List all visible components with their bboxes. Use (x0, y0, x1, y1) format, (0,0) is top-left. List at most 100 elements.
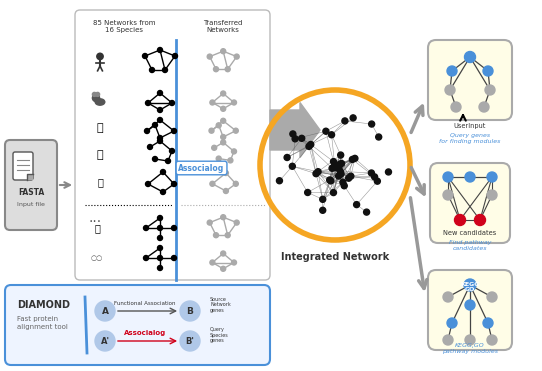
Text: 🍎: 🍎 (96, 123, 104, 133)
Circle shape (221, 135, 225, 139)
Circle shape (443, 190, 453, 200)
Circle shape (221, 215, 225, 220)
Circle shape (212, 145, 217, 150)
Circle shape (160, 170, 165, 174)
Circle shape (209, 128, 214, 133)
Text: A': A' (100, 336, 109, 345)
Circle shape (451, 102, 461, 112)
Circle shape (221, 140, 225, 145)
Circle shape (369, 121, 375, 127)
Circle shape (158, 266, 163, 270)
Circle shape (158, 47, 163, 53)
Circle shape (276, 178, 282, 184)
Circle shape (340, 179, 346, 185)
Text: Associalog: Associalog (178, 164, 224, 173)
Circle shape (221, 118, 225, 123)
Circle shape (337, 161, 343, 167)
Circle shape (95, 301, 115, 321)
Circle shape (337, 168, 343, 174)
Circle shape (483, 318, 493, 328)
Circle shape (180, 301, 200, 321)
Circle shape (375, 178, 380, 184)
Circle shape (221, 91, 225, 96)
Circle shape (299, 135, 305, 141)
Circle shape (147, 144, 152, 150)
Text: B: B (186, 306, 193, 315)
Circle shape (328, 178, 334, 184)
Circle shape (225, 233, 230, 238)
Circle shape (163, 68, 167, 72)
Circle shape (455, 214, 466, 226)
Circle shape (210, 181, 215, 186)
Circle shape (487, 292, 497, 302)
Circle shape (158, 135, 163, 141)
Circle shape (315, 169, 321, 175)
Circle shape (214, 67, 218, 72)
Circle shape (465, 300, 475, 310)
Circle shape (346, 175, 352, 181)
Circle shape (369, 170, 375, 176)
Circle shape (92, 94, 100, 102)
FancyBboxPatch shape (5, 140, 57, 230)
Circle shape (487, 335, 497, 345)
Circle shape (445, 85, 455, 95)
Ellipse shape (95, 99, 105, 105)
Text: 💊: 💊 (94, 223, 100, 233)
Circle shape (341, 183, 347, 189)
Text: Source
Network
genes: Source Network genes (210, 297, 231, 313)
Circle shape (385, 169, 391, 175)
Circle shape (353, 201, 359, 208)
Circle shape (92, 92, 96, 96)
Circle shape (350, 157, 356, 162)
Circle shape (483, 66, 493, 76)
Circle shape (308, 141, 314, 148)
Circle shape (305, 190, 311, 196)
Circle shape (95, 331, 115, 351)
Text: UserInput: UserInput (454, 123, 486, 129)
Circle shape (234, 54, 239, 59)
Text: ○○: ○○ (91, 255, 103, 261)
Circle shape (372, 174, 378, 180)
Circle shape (233, 181, 238, 186)
Text: Functional Association: Functional Association (114, 301, 176, 306)
Circle shape (97, 53, 103, 60)
Circle shape (210, 100, 215, 105)
Circle shape (336, 164, 342, 170)
Circle shape (171, 181, 177, 187)
Circle shape (221, 251, 225, 256)
Circle shape (165, 158, 171, 164)
Circle shape (210, 260, 215, 265)
Text: 🌿: 🌿 (96, 150, 104, 160)
Circle shape (221, 106, 225, 111)
Circle shape (465, 172, 475, 182)
Text: Query genes
for finding modules: Query genes for finding modules (440, 133, 501, 144)
Circle shape (331, 158, 337, 165)
Circle shape (328, 132, 334, 138)
Circle shape (158, 246, 163, 250)
Circle shape (152, 157, 158, 161)
Text: KEGG
GO: KEGG GO (460, 282, 480, 292)
Circle shape (143, 53, 147, 59)
FancyBboxPatch shape (428, 270, 512, 350)
Text: ...: ... (88, 211, 101, 225)
Circle shape (332, 162, 338, 168)
FancyBboxPatch shape (430, 163, 510, 243)
Circle shape (333, 165, 339, 171)
Text: Fast protein
alignment tool: Fast protein alignment tool (17, 316, 68, 330)
Circle shape (335, 173, 341, 179)
Circle shape (320, 196, 326, 202)
FancyBboxPatch shape (75, 10, 270, 280)
FancyBboxPatch shape (5, 285, 270, 365)
Circle shape (474, 214, 486, 226)
Circle shape (443, 335, 453, 345)
Circle shape (233, 128, 238, 133)
Circle shape (487, 172, 497, 182)
Circle shape (158, 138, 163, 144)
Text: A: A (101, 306, 108, 315)
Circle shape (145, 181, 151, 187)
Circle shape (214, 233, 218, 238)
Circle shape (221, 266, 225, 271)
Circle shape (223, 171, 228, 175)
Text: DIAMOND: DIAMOND (17, 300, 70, 310)
Circle shape (313, 171, 319, 177)
